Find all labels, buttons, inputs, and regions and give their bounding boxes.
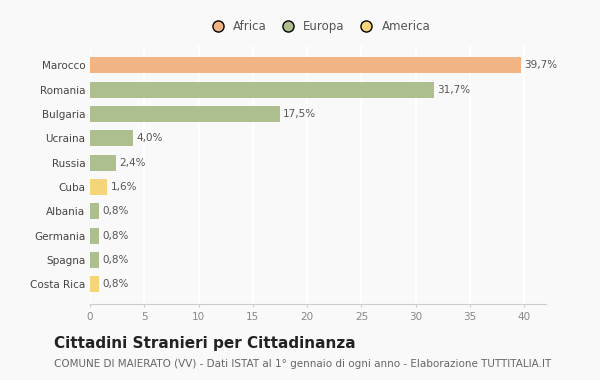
Bar (90, 252, 98, 268)
Text: 17,5%: 17,5% (283, 109, 316, 119)
Text: 31,7%: 31,7% (437, 85, 470, 95)
Text: 0,8%: 0,8% (102, 255, 128, 265)
Text: COMUNE DI MAIERATO (VV) - Dati ISTAT al 1° gennaio di ogni anno - Elaborazione T: COMUNE DI MAIERATO (VV) - Dati ISTAT al … (54, 359, 551, 369)
Bar (90, 57, 521, 73)
Bar (90, 155, 116, 171)
Bar (90, 276, 98, 292)
Text: 0,8%: 0,8% (102, 279, 128, 289)
Bar (90, 179, 107, 195)
Bar (90, 82, 434, 98)
Text: 0,8%: 0,8% (102, 231, 128, 241)
Legend: Africa, Europa, America: Africa, Europa, America (201, 15, 435, 38)
Bar (90, 106, 280, 122)
Text: Cittadini Stranieri per Cittadinanza: Cittadini Stranieri per Cittadinanza (54, 336, 356, 351)
Bar (90, 130, 133, 146)
Text: 0,8%: 0,8% (102, 206, 128, 216)
Text: 2,4%: 2,4% (119, 158, 146, 168)
Text: 39,7%: 39,7% (524, 60, 557, 70)
Bar (90, 228, 98, 244)
Text: 4,0%: 4,0% (137, 133, 163, 143)
Text: 1,6%: 1,6% (110, 182, 137, 192)
Bar (90, 203, 98, 219)
